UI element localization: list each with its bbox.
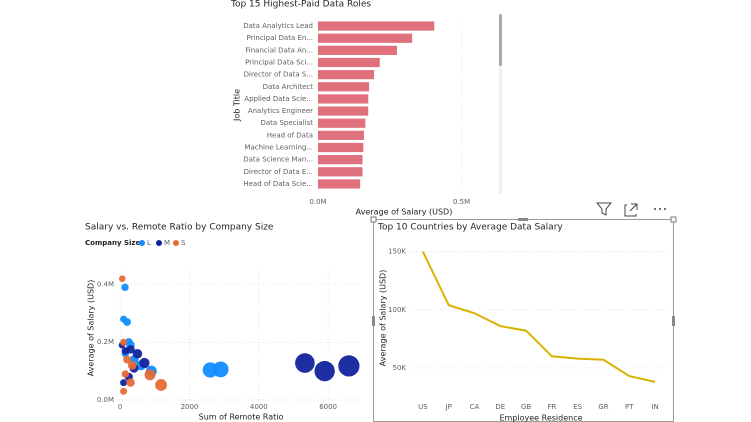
point	[123, 318, 132, 326]
y-axis-label: Job Title	[233, 89, 242, 122]
point	[120, 379, 128, 387]
bar	[318, 179, 361, 189]
bar	[318, 70, 374, 80]
x-tick-label: DE	[495, 403, 505, 411]
x-tick-label: PT	[625, 403, 634, 411]
x-tick-label: 0.0M	[309, 198, 326, 206]
point	[212, 361, 229, 378]
x-tick-label: US	[418, 403, 428, 411]
point	[120, 387, 128, 395]
more-options[interactable]	[654, 208, 666, 210]
y-axis-label: Average of Salary (USD)	[87, 280, 96, 377]
point	[155, 379, 167, 391]
point	[139, 357, 150, 369]
point	[120, 338, 128, 346]
y-tick-label: Director of Data S...	[244, 71, 313, 79]
scroll-track[interactable]	[499, 14, 502, 194]
chart-title: Top 15 Highest-Paid Data Roles	[230, 0, 371, 10]
x-tick-label: ES	[573, 403, 582, 411]
line	[421, 251, 656, 383]
legend-title: Company Size	[85, 239, 140, 247]
y-tick-label: Data Specialist	[261, 119, 314, 127]
point	[121, 283, 129, 292]
x-tick-label: GR	[598, 403, 608, 411]
y-tick-label: Data Analytics Lead	[243, 22, 313, 30]
chart-title: Top 10 Countries by Average Data Salary	[377, 223, 563, 233]
point	[314, 360, 335, 382]
bar	[318, 142, 364, 153]
point	[295, 353, 315, 373]
bar	[318, 33, 413, 43]
y-axis-label: Average of Salary (USD)	[379, 270, 388, 367]
filter-icon[interactable]	[595, 202, 613, 216]
bar	[318, 118, 366, 128]
x-tick-label: 0.5M	[453, 198, 470, 206]
y-tick-label: Data Architect	[263, 83, 314, 91]
y-tick-label: Applied Data Scie...	[244, 95, 313, 103]
y-tick-label: Data Science Man...	[243, 156, 313, 164]
legend-marker	[173, 240, 179, 246]
y-tick-label: 50K	[393, 364, 407, 372]
point	[144, 369, 156, 381]
bar	[318, 45, 397, 55]
x-axis-label: Employee Residence	[499, 414, 582, 422]
y-tick-label: Head of Data	[267, 131, 313, 139]
point	[132, 349, 143, 359]
y-tick-label: Analytics Engineer	[248, 107, 313, 115]
legend-label: L	[147, 239, 151, 247]
x-axis-label: Average of Salary (USD)	[356, 208, 453, 217]
y-tick-label: Financial Data An...	[245, 46, 313, 54]
point	[123, 355, 132, 364]
bar	[318, 130, 364, 140]
x-tick-label: 2000	[181, 403, 199, 411]
y-tick-label: 0.0M	[97, 396, 114, 404]
y-tick-label: 0.2M	[97, 338, 114, 346]
bar	[318, 167, 363, 177]
y-tick-label: Machine Learning...	[244, 144, 313, 152]
x-tick-label: 0	[118, 403, 122, 411]
point	[338, 355, 360, 377]
y-tick-label: 100K	[388, 306, 406, 314]
legend-marker	[156, 240, 162, 246]
x-tick-label: JP	[445, 403, 452, 411]
legend-label: S	[181, 239, 186, 247]
y-tick-label: 150K	[388, 248, 406, 256]
bar	[318, 21, 435, 31]
y-tick-label: Principal Data En...	[246, 34, 313, 42]
legend-label: M	[164, 239, 170, 247]
point	[118, 275, 126, 282]
x-tick-label: CA	[470, 403, 480, 411]
point	[127, 360, 137, 370]
visual-header	[595, 202, 666, 217]
bar	[318, 82, 370, 92]
x-tick-label: IN	[651, 403, 658, 411]
selection-frame	[370, 216, 677, 422]
point	[126, 345, 135, 354]
scroll-thumb[interactable]	[499, 14, 502, 66]
legend-marker	[139, 240, 145, 246]
x-tick-label: 4000	[250, 403, 268, 411]
y-tick-label: Director of Data E...	[244, 168, 313, 176]
chart-title: Salary vs. Remote Ratio by Company Size	[85, 223, 274, 233]
point	[121, 370, 130, 378]
bar	[318, 94, 369, 104]
bar	[318, 155, 363, 165]
point	[126, 378, 135, 387]
x-tick-label: GB	[521, 403, 531, 411]
y-tick-label: 0.4M	[97, 280, 114, 288]
bar	[318, 57, 380, 68]
y-tick-label: Head of Data Scie...	[243, 180, 313, 188]
x-tick-label: 6000	[319, 403, 337, 411]
x-tick-label: FR	[547, 403, 556, 411]
y-tick-label: Principal Data Sci...	[245, 59, 313, 67]
x-axis-label: Sum of Remote Ratio	[199, 413, 284, 422]
focus-icon[interactable]	[624, 203, 638, 217]
bar	[318, 106, 369, 116]
